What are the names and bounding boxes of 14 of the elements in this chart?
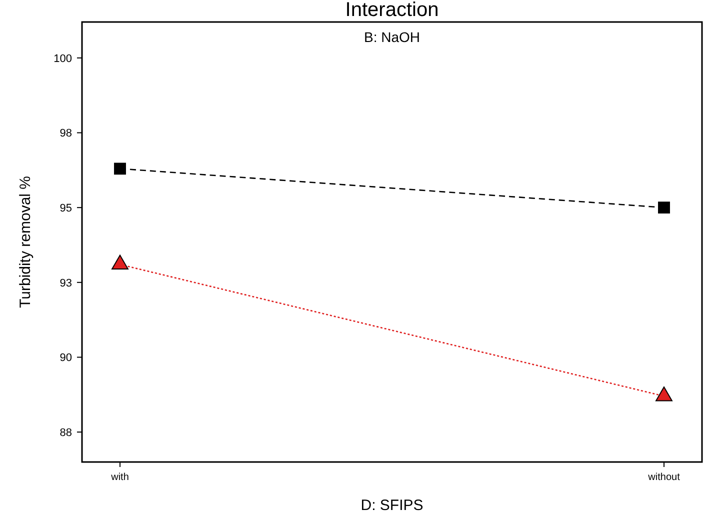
y-tick-label: 88	[60, 427, 72, 440]
y-tick-label: 93	[60, 277, 72, 290]
y-tick-label: 95	[60, 202, 72, 215]
point	[114, 162, 126, 175]
x-tick-label: without	[647, 472, 680, 483]
y-tick-label: 90	[60, 352, 72, 364]
x-tick-label: with	[110, 472, 129, 483]
chart-title: Interaction	[345, 0, 439, 21]
text: B: NaOH	[364, 29, 420, 45]
y-axis-title: Turbidity removal %	[17, 176, 34, 308]
y-tick-label: 100	[54, 52, 72, 65]
y-tick-label: 98	[60, 128, 72, 140]
x-axis-title: D: SFIPS	[360, 497, 424, 514]
point	[658, 202, 670, 214]
